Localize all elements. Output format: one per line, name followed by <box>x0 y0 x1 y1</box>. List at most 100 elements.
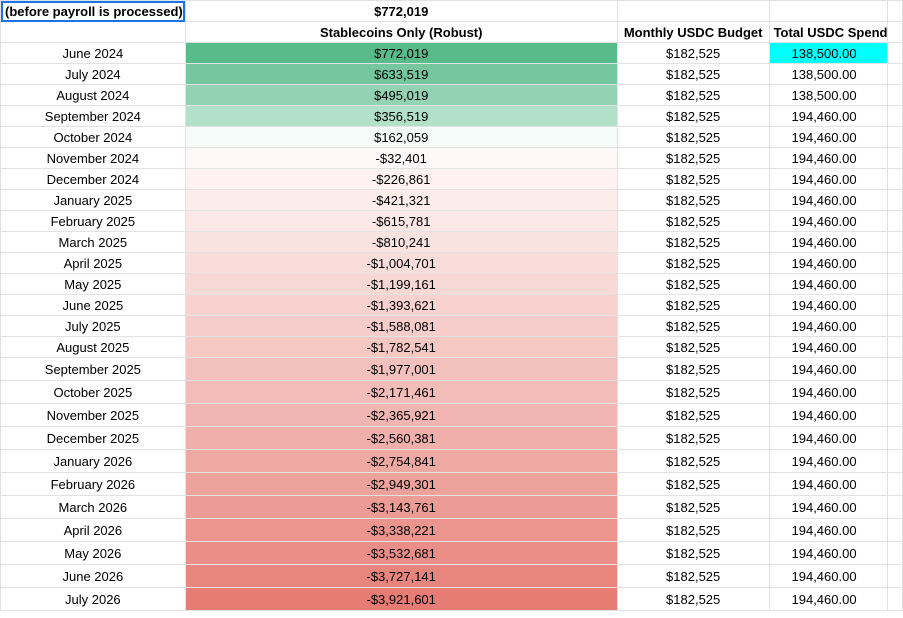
empty-cell[interactable] <box>886 472 903 496</box>
balance-cell[interactable]: -$1,782,541 <box>184 336 618 358</box>
budget-cell[interactable]: $182,525 <box>616 126 770 148</box>
month-cell[interactable]: March 2026 <box>0 495 186 519</box>
empty-cell[interactable] <box>886 63 903 85</box>
budget-cell[interactable]: $182,525 <box>616 210 770 232</box>
empty-cell[interactable] <box>886 518 903 542</box>
month-cell[interactable]: January 2025 <box>0 189 186 211</box>
spend-cell[interactable]: 138,500.00 <box>768 42 888 64</box>
budget-cell[interactable]: $182,525 <box>616 587 770 611</box>
balance-cell[interactable]: -$1,393,621 <box>184 294 618 316</box>
empty-cell[interactable] <box>886 168 903 190</box>
spend-cell[interactable]: 194,460.00 <box>768 252 888 274</box>
spend-cell[interactable]: 194,460.00 <box>768 168 888 190</box>
budget-cell[interactable]: $182,525 <box>616 403 770 427</box>
empty-cell[interactable] <box>886 189 903 211</box>
empty-cell[interactable] <box>768 0 888 22</box>
balance-cell[interactable]: -$421,321 <box>184 189 618 211</box>
spend-cell[interactable]: 194,460.00 <box>768 472 888 496</box>
month-cell[interactable]: June 2026 <box>0 564 186 588</box>
spend-cell[interactable]: 194,460.00 <box>768 541 888 565</box>
month-cell[interactable]: June 2025 <box>0 294 186 316</box>
spend-cell[interactable]: 138,500.00 <box>768 63 888 85</box>
balance-cell[interactable]: -$3,338,221 <box>184 518 618 542</box>
balance-cell[interactable]: $772,019 <box>184 42 618 64</box>
month-cell[interactable]: August 2024 <box>0 84 186 106</box>
budget-cell[interactable]: $182,525 <box>616 564 770 588</box>
balance-cell[interactable]: -$3,921,601 <box>184 587 618 611</box>
balance-cell[interactable]: -$1,004,701 <box>184 252 618 274</box>
empty-cell[interactable] <box>886 0 903 22</box>
spend-cell[interactable]: 194,460.00 <box>768 273 888 295</box>
spend-cell[interactable]: 194,460.00 <box>768 189 888 211</box>
month-cell[interactable]: October 2024 <box>0 126 186 148</box>
balance-cell[interactable]: $162,059 <box>184 126 618 148</box>
empty-cell[interactable] <box>886 426 903 450</box>
spend-cell[interactable]: 194,460.00 <box>768 564 888 588</box>
spend-cell[interactable]: 194,460.00 <box>768 426 888 450</box>
budget-cell[interactable]: $182,525 <box>616 147 770 169</box>
empty-cell[interactable] <box>886 403 903 427</box>
month-cell[interactable]: January 2026 <box>0 449 186 473</box>
budget-cell[interactable]: $182,525 <box>616 84 770 106</box>
spend-cell[interactable]: 194,460.00 <box>768 336 888 358</box>
balance-cell[interactable]: -$3,727,141 <box>184 564 618 588</box>
balance-cell[interactable]: -$2,754,841 <box>184 449 618 473</box>
empty-cell[interactable] <box>886 357 903 381</box>
month-cell[interactable]: April 2026 <box>0 518 186 542</box>
balance-cell[interactable]: -$2,171,461 <box>184 380 618 404</box>
budget-cell[interactable]: $182,525 <box>616 168 770 190</box>
budget-cell[interactable]: $182,525 <box>616 189 770 211</box>
spend-cell[interactable]: 194,460.00 <box>768 380 888 404</box>
budget-cell[interactable]: $182,525 <box>616 294 770 316</box>
empty-cell[interactable] <box>886 126 903 148</box>
budget-cell[interactable]: $182,525 <box>616 231 770 253</box>
balance-cell[interactable]: -$3,143,761 <box>184 495 618 519</box>
empty-cell[interactable] <box>616 0 770 22</box>
spend-cell[interactable]: 194,460.00 <box>768 495 888 519</box>
month-cell[interactable]: October 2025 <box>0 380 186 404</box>
month-cell[interactable]: December 2024 <box>0 168 186 190</box>
budget-cell[interactable]: $182,525 <box>616 541 770 565</box>
month-cell[interactable]: September 2025 <box>0 357 186 381</box>
balance-cell[interactable]: -$1,977,001 <box>184 357 618 381</box>
balance-cell[interactable]: $356,519 <box>184 105 618 127</box>
balance-cell[interactable]: -$1,588,081 <box>184 315 618 337</box>
budget-cell[interactable]: $182,525 <box>616 63 770 85</box>
spend-cell[interactable]: 194,460.00 <box>768 294 888 316</box>
empty-cell[interactable] <box>886 336 903 358</box>
starting-balance-cell[interactable]: $772,019 <box>184 0 618 22</box>
balance-cell[interactable]: -$1,199,161 <box>184 273 618 295</box>
spend-cell[interactable]: 194,460.00 <box>768 105 888 127</box>
empty-cell[interactable] <box>886 84 903 106</box>
budget-cell[interactable]: $182,525 <box>616 495 770 519</box>
month-cell[interactable]: November 2024 <box>0 147 186 169</box>
empty-cell[interactable] <box>886 210 903 232</box>
empty-cell[interactable] <box>886 105 903 127</box>
month-cell[interactable]: July 2026 <box>0 587 186 611</box>
budget-cell[interactable]: $182,525 <box>616 380 770 404</box>
balance-cell[interactable]: $495,019 <box>184 84 618 106</box>
budget-cell[interactable]: $182,525 <box>616 336 770 358</box>
month-cell[interactable]: July 2025 <box>0 315 186 337</box>
budget-cell[interactable]: $182,525 <box>616 315 770 337</box>
spend-cell[interactable]: 194,460.00 <box>768 357 888 381</box>
month-cell[interactable]: April 2025 <box>0 252 186 274</box>
month-cell[interactable]: August 2025 <box>0 336 186 358</box>
spend-cell[interactable]: 194,460.00 <box>768 587 888 611</box>
payroll-note-cell[interactable]: (before payroll is processed) <box>0 0 186 22</box>
month-cell[interactable]: December 2025 <box>0 426 186 450</box>
month-cell[interactable]: July 2024 <box>0 63 186 85</box>
budget-cell[interactable]: $182,525 <box>616 472 770 496</box>
spend-cell[interactable]: 194,460.00 <box>768 147 888 169</box>
balance-cell[interactable]: $633,519 <box>184 63 618 85</box>
budget-cell[interactable]: $182,525 <box>616 449 770 473</box>
month-cell[interactable]: May 2026 <box>0 541 186 565</box>
month-cell[interactable]: June 2024 <box>0 42 186 64</box>
empty-cell[interactable] <box>886 273 903 295</box>
header-monthly-usdc-budget[interactable]: Monthly USDC Budget <box>616 21 770 43</box>
empty-cell[interactable] <box>886 315 903 337</box>
header-stablecoins-only[interactable]: Stablecoins Only (Robust) <box>184 21 618 43</box>
empty-cell[interactable] <box>0 21 186 43</box>
spend-cell[interactable]: 194,460.00 <box>768 231 888 253</box>
month-cell[interactable]: February 2026 <box>0 472 186 496</box>
